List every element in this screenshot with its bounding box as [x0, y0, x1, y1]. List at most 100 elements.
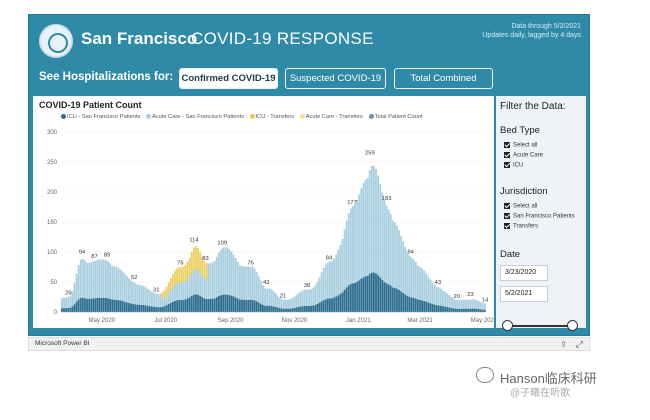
bar-acute-sf	[159, 293, 162, 308]
bar-acute-sf	[410, 257, 413, 298]
bar-acute-sf	[452, 298, 455, 309]
bar-acute-sf	[155, 293, 158, 308]
date-slider-start-handle[interactable]	[502, 320, 513, 331]
option-label: ICU	[513, 162, 524, 169]
bar-acute-sf	[111, 265, 114, 300]
date-slider-end-handle[interactable]	[567, 320, 578, 331]
bar-acute-sf	[184, 281, 187, 300]
chart-legend: ICU - San Francisco Patients Acute Care …	[61, 114, 427, 120]
bar-icu-sf	[276, 307, 279, 312]
bar-transfers	[163, 290, 166, 298]
legend-item-acute-transfers[interactable]: Acute Care - Transfers	[299, 114, 363, 120]
bar-acute-sf	[442, 290, 444, 307]
bar-icu-sf	[138, 304, 141, 312]
bar-acute-sf	[73, 283, 76, 305]
bar-acute-sf	[331, 260, 333, 299]
bar-icu-sf	[347, 285, 350, 312]
bar-acute-sf	[132, 282, 135, 304]
powerbi-brand[interactable]: Microsoft Power BI	[35, 340, 90, 347]
end-date-input[interactable]: 5/2/2021	[500, 286, 548, 302]
bar-acute-sf	[90, 262, 93, 299]
bar-icu-sf	[157, 307, 160, 312]
bed-type-option-icu[interactable]: ICU	[504, 162, 523, 169]
bar-acute-sf	[276, 295, 279, 308]
legend-item-icu-transfers[interactable]: ICU - Transfers	[249, 114, 295, 120]
bar-icu-sf	[165, 305, 168, 312]
jurisdiction-option-transfers[interactable]: Transfers	[504, 223, 538, 230]
bar-acute-sf	[280, 299, 283, 309]
bar-acute-sf	[379, 183, 382, 278]
data-label: 76	[247, 260, 253, 266]
bar-acute-sf	[391, 220, 394, 288]
legend-item-total[interactable]: Total Patient Count	[368, 114, 423, 120]
bar-icu-sf	[335, 296, 338, 312]
bar-icu-sf	[92, 298, 95, 312]
tab-confirmed-covid[interactable]: Confirmed COVID-19	[179, 68, 278, 89]
legend-item-icu-sf[interactable]: ICU - San Francisco Patients	[61, 114, 140, 120]
y-tick-label: 250	[47, 160, 58, 166]
bar-transfers	[184, 264, 187, 282]
expand-icon[interactable]: ⤢	[575, 339, 583, 349]
data-label: 43	[435, 280, 441, 286]
bar-icu-sf	[305, 305, 308, 312]
bar-icu-sf	[224, 294, 227, 312]
jurisdiction-option-sf-patients[interactable]: San Francisco Patients	[504, 213, 575, 220]
bar-acute-sf	[408, 255, 411, 297]
start-date-input[interactable]: 3/23/2020	[500, 265, 548, 281]
bar-acute-sf	[88, 262, 91, 299]
bar-icu-sf	[299, 306, 302, 312]
bar-acute-sf	[104, 260, 107, 299]
bar-acute-sf	[297, 293, 300, 307]
legend-dot-acute-transfers	[299, 114, 305, 119]
bar-icu-sf	[343, 289, 346, 312]
bar-acute-sf	[326, 262, 329, 299]
bar-acute-sf	[312, 287, 315, 306]
bar-acute-sf	[473, 299, 476, 309]
bar-acute-sf	[257, 276, 260, 303]
bar-icu-sf	[297, 306, 300, 312]
bed-type-option-select-all[interactable]: Select all	[504, 142, 537, 149]
date-slider-track[interactable]	[506, 325, 572, 327]
bar-icu-sf	[232, 296, 235, 312]
bar-acute-sf	[109, 263, 112, 299]
bar-acute-sf	[121, 271, 124, 302]
bar-icu-sf	[151, 306, 153, 312]
jurisdiction-option-select-all[interactable]: Select all	[504, 203, 537, 210]
bar-icu-sf	[184, 299, 187, 312]
tab-suspected-covid[interactable]: Suspected COVID-19	[285, 68, 386, 89]
bar-acute-sf	[96, 260, 99, 298]
bar-acute-sf	[458, 300, 461, 309]
bar-acute-sf	[199, 272, 202, 296]
bar-acute-sf	[423, 270, 426, 301]
bar-acute-sf	[299, 291, 302, 307]
bar-transfers	[201, 256, 204, 277]
bar-icu-sf	[385, 283, 388, 312]
data-through-note: Data through 5/2/2021	[511, 23, 581, 30]
bar-icu-sf	[209, 298, 212, 312]
legend-label: ICU - Transfers	[255, 114, 295, 120]
tab-total-combined[interactable]: Total Combined	[394, 68, 493, 89]
bar-acute-sf	[157, 294, 160, 308]
bar-acute-sf	[356, 200, 359, 282]
bar-icu-sf	[314, 304, 317, 312]
bar-acute-sf	[362, 183, 365, 278]
bar-acute-sf	[63, 297, 65, 309]
bar-icu-sf	[414, 298, 417, 312]
bar-acute-sf	[186, 279, 189, 299]
share-icon[interactable]: ⇪	[560, 340, 567, 349]
legend-item-acute-sf[interactable]: Acute Care - San Francisco Patients	[145, 114, 244, 120]
legend-dot-acute-sf	[145, 114, 151, 119]
bar-acute-sf	[140, 285, 143, 305]
bed-type-option-acute-care[interactable]: Acute Care	[504, 152, 543, 159]
bar-acute-sf	[144, 287, 147, 306]
bar-acute-sf	[377, 175, 380, 276]
x-tick-label: May 2021	[471, 318, 494, 324]
checkbox-checked-icon	[504, 152, 510, 158]
bar-acute-sf	[251, 266, 254, 300]
bar-acute-sf	[182, 282, 185, 300]
bar-acute-sf	[402, 241, 405, 293]
bar-icu-sf	[174, 300, 176, 312]
bar-icu-sf	[207, 298, 210, 312]
bar-icu-sf	[241, 299, 243, 312]
city-seal-icon	[39, 24, 73, 58]
